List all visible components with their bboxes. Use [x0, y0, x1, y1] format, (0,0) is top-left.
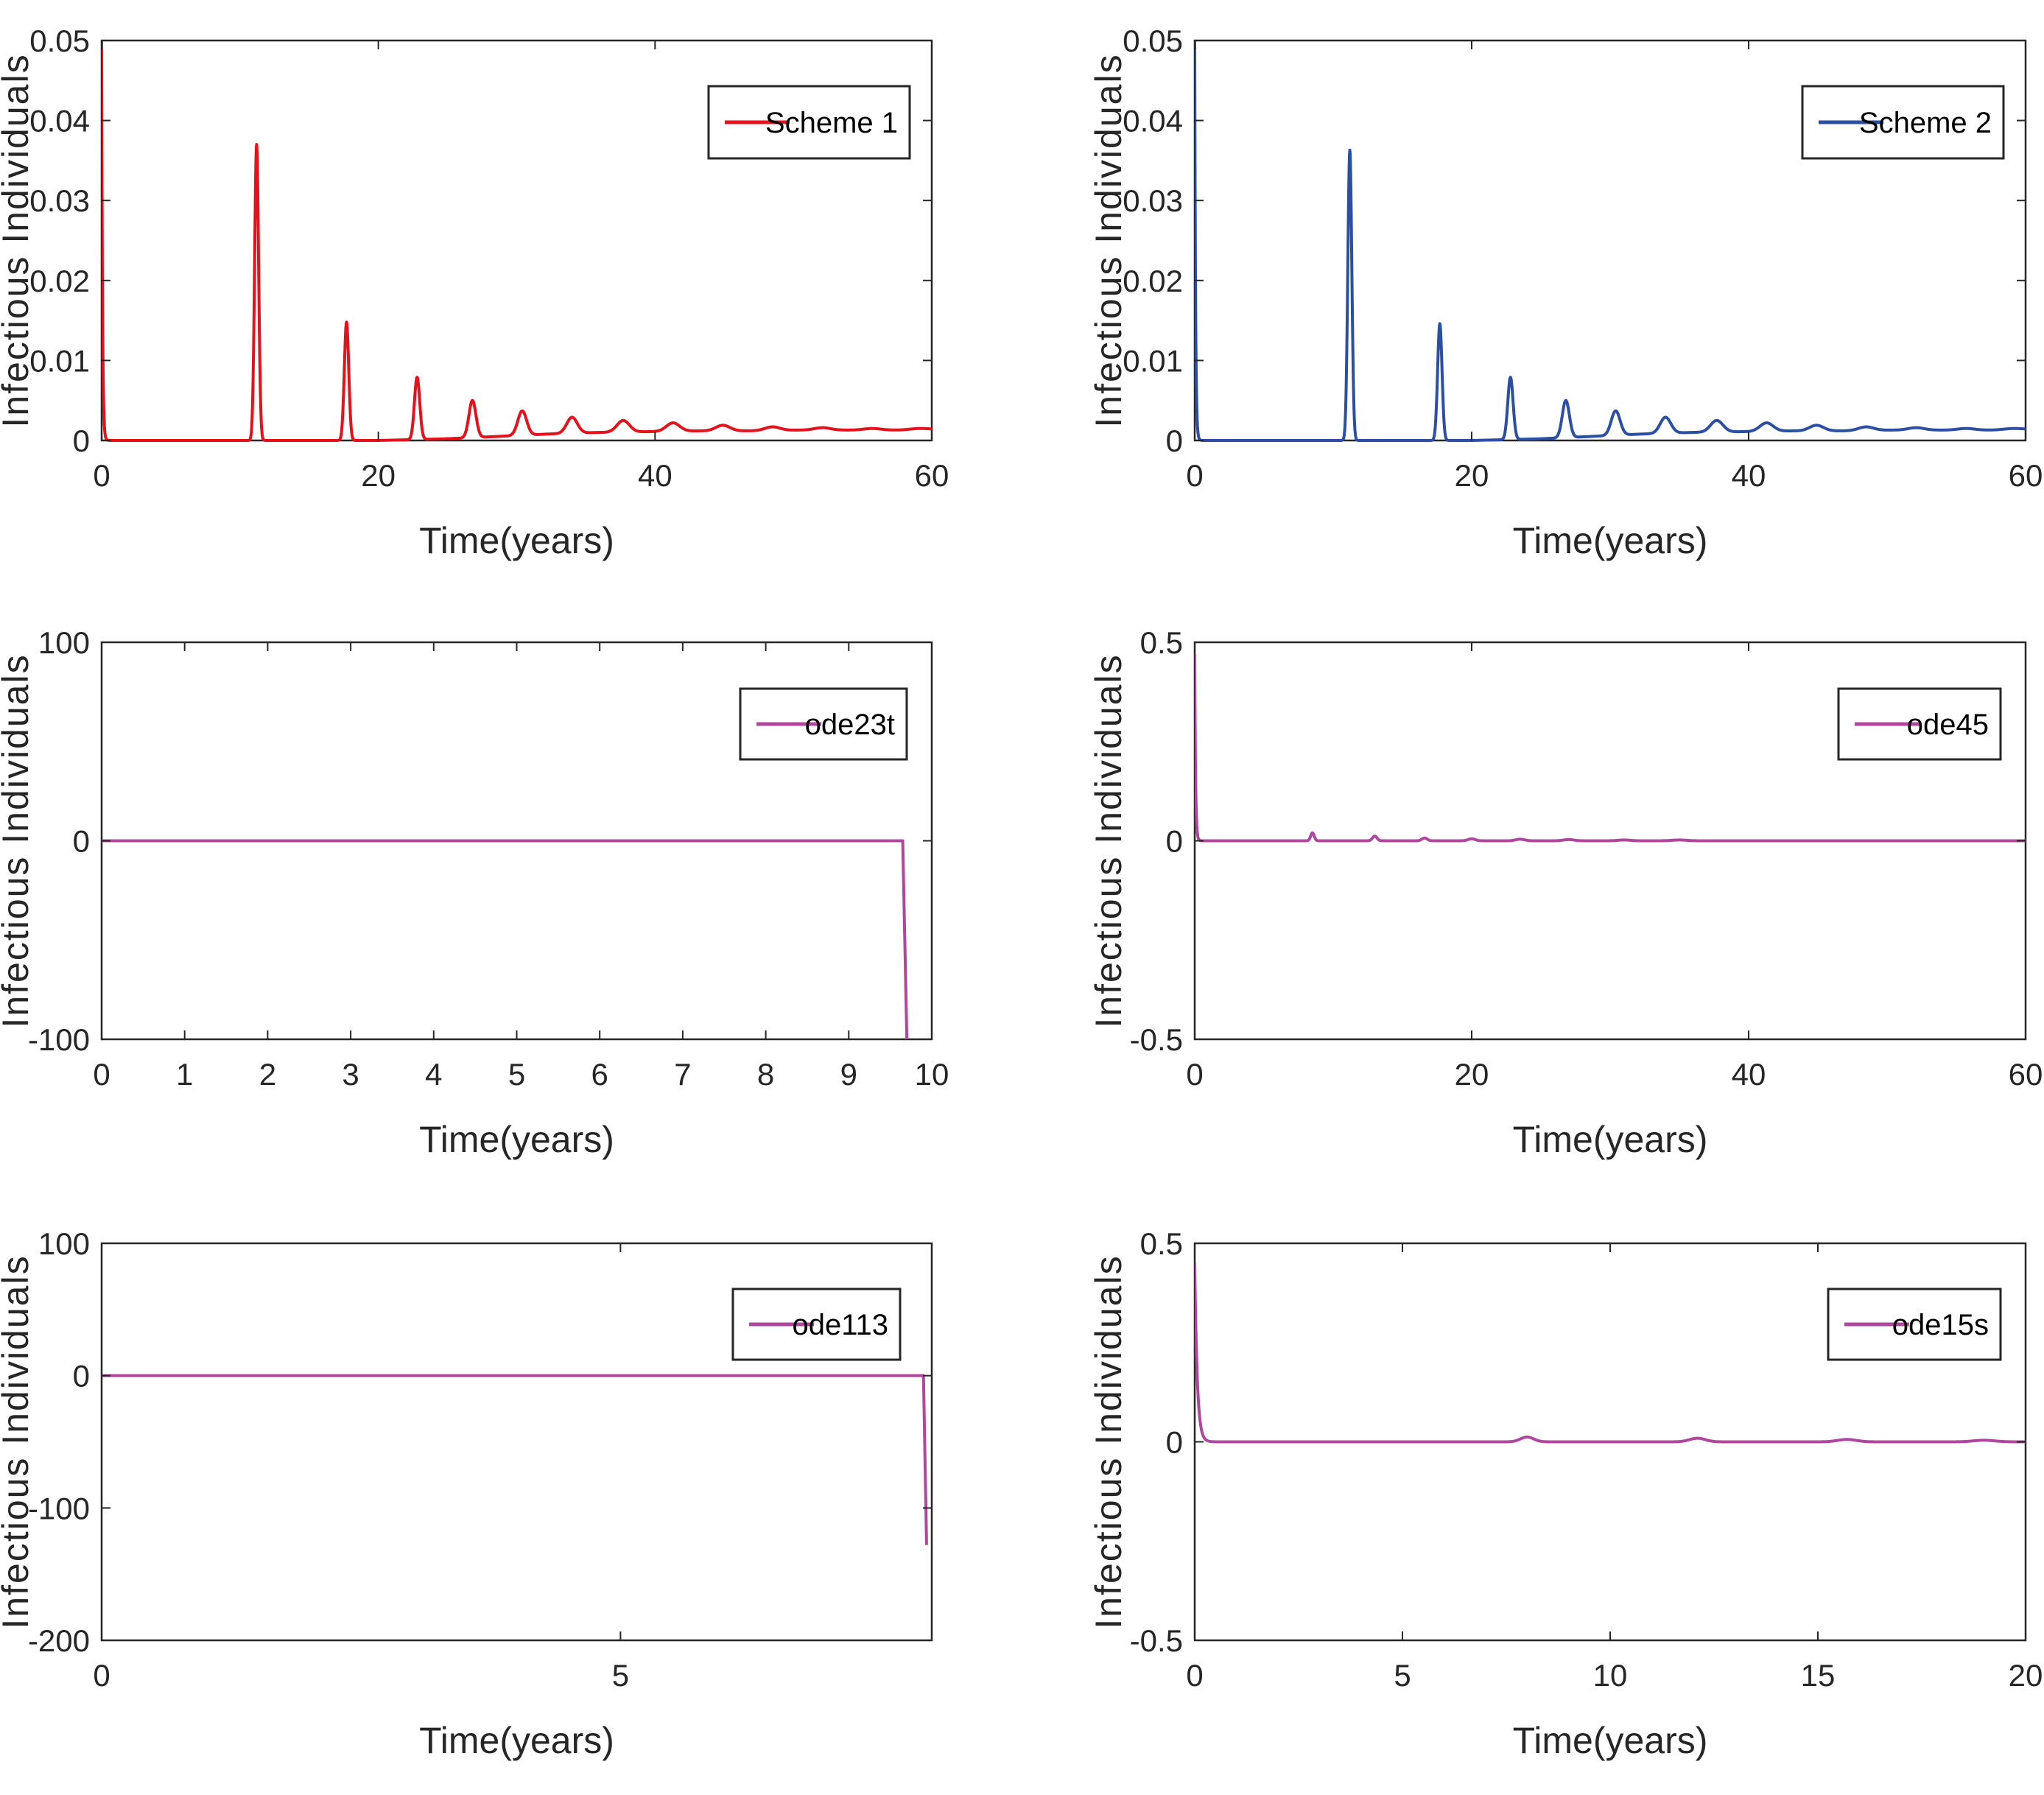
x-tick-label: 6 — [591, 1057, 608, 1092]
y-tick-label: 0.04 — [29, 104, 90, 138]
legend: ode45 — [1837, 687, 2002, 761]
x-tick-label: 40 — [638, 458, 672, 493]
x-tick-label: 10 — [915, 1057, 949, 1092]
x-tick-label: 20 — [2009, 1658, 2043, 1693]
y-tick-label: -0.5 — [1130, 1022, 1183, 1057]
x-tick-label: 0 — [1186, 1057, 1203, 1092]
plot-frame — [100, 1242, 933, 1642]
x-tick-label: 15 — [1801, 1658, 1836, 1693]
x-tick-label: 60 — [2009, 1057, 2043, 1092]
y-tick-label: 0.5 — [1140, 1226, 1183, 1261]
x-axis-label: Time(years) — [419, 520, 614, 561]
x-tick-label: 4 — [425, 1057, 442, 1092]
y-axis-label: Infectious Individuals — [0, 653, 36, 1028]
y-axis-label: Infectious Individuals — [1088, 653, 1129, 1028]
legend: ode23t — [739, 687, 908, 761]
chart-panel-5: 0 5 -200 -100 0 100 Time(years) Infectious Indi… — [0, 1226, 933, 1761]
x-axis-label: Time(years) — [1513, 1720, 1708, 1761]
x-tick-label: 5 — [612, 1658, 629, 1693]
y-tick-label: 0.03 — [1123, 183, 1183, 218]
x-tick-label: 20 — [1455, 1057, 1489, 1092]
x-tick-label: 0 — [93, 458, 110, 493]
y-tick-label: 0.01 — [29, 343, 90, 378]
y-tick-label: -100 — [28, 1022, 90, 1057]
legend: Scheme 1 — [707, 85, 911, 160]
legend: ode15s — [1827, 1288, 2002, 1361]
y-tick-label: 0 — [1166, 424, 1183, 458]
x-axis-label: Time(years) — [419, 1720, 614, 1761]
x-tick-label: 5 — [1394, 1658, 1411, 1693]
chart-panel-3: 0 1 2 3 4 5 6 7 8 9 10-1000100Time(years)Infectiou… — [0, 625, 949, 1160]
x-tick-label: 3 — [342, 1057, 359, 1092]
y-tick-label: 100 — [38, 625, 90, 660]
y-tick-label: -0.5 — [1130, 1623, 1183, 1658]
x-tick-label: 0 — [1186, 1658, 1203, 1693]
x-tick-label: 20 — [1455, 458, 1489, 493]
chart-panel-1: 0 20 40 60 0 0.01 0.02 0.03 0.04 0.05 Time(years) I… — [0, 24, 949, 561]
y-tick-label: 0.01 — [1123, 343, 1183, 378]
x-tick-label: 7 — [674, 1057, 691, 1092]
legend: Scheme 2 — [1801, 85, 2005, 160]
y-axis-label: Infectious Individuals — [0, 1254, 36, 1629]
y-tick-label: 0.5 — [1140, 625, 1183, 660]
y-tick-label: 0.05 — [1123, 24, 1183, 58]
legend-label: ode113 — [792, 1309, 888, 1341]
y-tick-label: 0.05 — [29, 24, 90, 58]
x-tick-label: 9 — [840, 1057, 857, 1092]
series-line — [102, 40, 933, 442]
x-tick-label: 1 — [176, 1057, 193, 1092]
y-tick-label: 100 — [38, 1226, 90, 1261]
y-tick-label: 0.02 — [1123, 264, 1183, 298]
x-tick-label: 20 — [361, 458, 396, 493]
x-tick-label: 0 — [1186, 458, 1203, 493]
y-tick-label: 0 — [73, 824, 90, 859]
x-tick-label: 60 — [915, 458, 949, 493]
x-tick-label: 8 — [757, 1057, 774, 1092]
x-axis-label: Time(years) — [1513, 1119, 1708, 1160]
y-axis-label: Infectious Individuals — [0, 53, 36, 427]
x-tick-label: 10 — [1593, 1658, 1628, 1693]
y-axis-label: Infectious Individuals — [1088, 1254, 1129, 1629]
legend: ode113 — [731, 1288, 902, 1361]
y-tick-label: 0.04 — [1123, 104, 1183, 138]
y-tick-label: 0 — [73, 424, 90, 458]
y-tick-label: 0.03 — [29, 183, 90, 218]
legend-label: Scheme 1 — [765, 107, 898, 139]
y-tick-label: 0 — [73, 1359, 90, 1394]
series-line — [102, 1374, 928, 1545]
legend-label: Scheme 2 — [1859, 107, 1992, 139]
y-tick-label: -200 — [28, 1623, 90, 1658]
x-axis-label: Time(years) — [1513, 520, 1708, 561]
x-tick-label: 5 — [508, 1057, 525, 1092]
series-line — [1195, 40, 2027, 442]
y-tick-label: 0 — [1166, 824, 1183, 859]
y-tick-label: 0 — [1166, 1425, 1183, 1460]
chart-panel-2: 0 20 40 60 0 0.01 0.02 0.03 0.04 0.05 Time(years) I… — [1088, 24, 2043, 561]
x-tick-label: 60 — [2009, 458, 2043, 493]
legend-label: ode45 — [1907, 709, 1989, 741]
series-line — [1195, 654, 2027, 843]
y-axis-label: Infectious Individuals — [1088, 53, 1129, 427]
legend-label: ode15s — [1892, 1309, 1989, 1341]
x-tick-label: 0 — [93, 1658, 110, 1693]
x-tick-label: 40 — [1732, 458, 1766, 493]
y-tick-label: -100 — [28, 1491, 90, 1525]
x-tick-label: 2 — [259, 1057, 276, 1092]
y-tick-label: 0.02 — [29, 264, 90, 298]
legend-label: ode23t — [805, 709, 895, 741]
series-line — [1195, 1262, 2027, 1444]
series-line — [102, 839, 909, 1040]
x-axis-label: Time(years) — [419, 1119, 614, 1160]
x-tick-label: 40 — [1732, 1057, 1766, 1092]
x-tick-label: 0 — [93, 1057, 110, 1092]
